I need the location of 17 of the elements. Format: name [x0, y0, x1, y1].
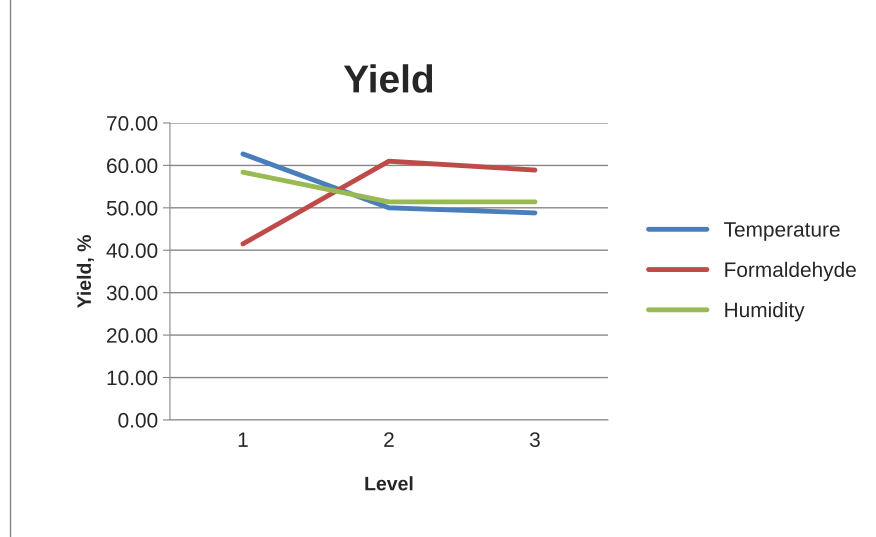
- y-tick-label: 10.00: [108, 370, 158, 386]
- x-tick-label: 2: [384, 432, 394, 447]
- y-tick-label: 40.00: [106, 243, 158, 258]
- legend-label: Formaldehyde: [725, 262, 856, 282]
- legend-label: Temperature: [724, 222, 840, 241]
- x-tick-label: 1: [238, 432, 248, 447]
- x-axis-title: Level: [365, 476, 412, 490]
- y-tick-label: 30.00: [106, 286, 158, 300]
- y-tick-label: 50.00: [106, 200, 158, 216]
- y-axis-title: Yield, %: [76, 235, 94, 308]
- x-tick-label: 3: [530, 432, 540, 448]
- y-tick-label: 0.00: [118, 412, 158, 428]
- y-tick-label: 70.00: [107, 116, 158, 131]
- chart-title: Yield: [344, 64, 432, 93]
- legend-label: Humidity: [725, 302, 805, 322]
- y-tick-label: 60.00: [107, 158, 158, 174]
- y-tick-label: 20.00: [107, 328, 158, 343]
